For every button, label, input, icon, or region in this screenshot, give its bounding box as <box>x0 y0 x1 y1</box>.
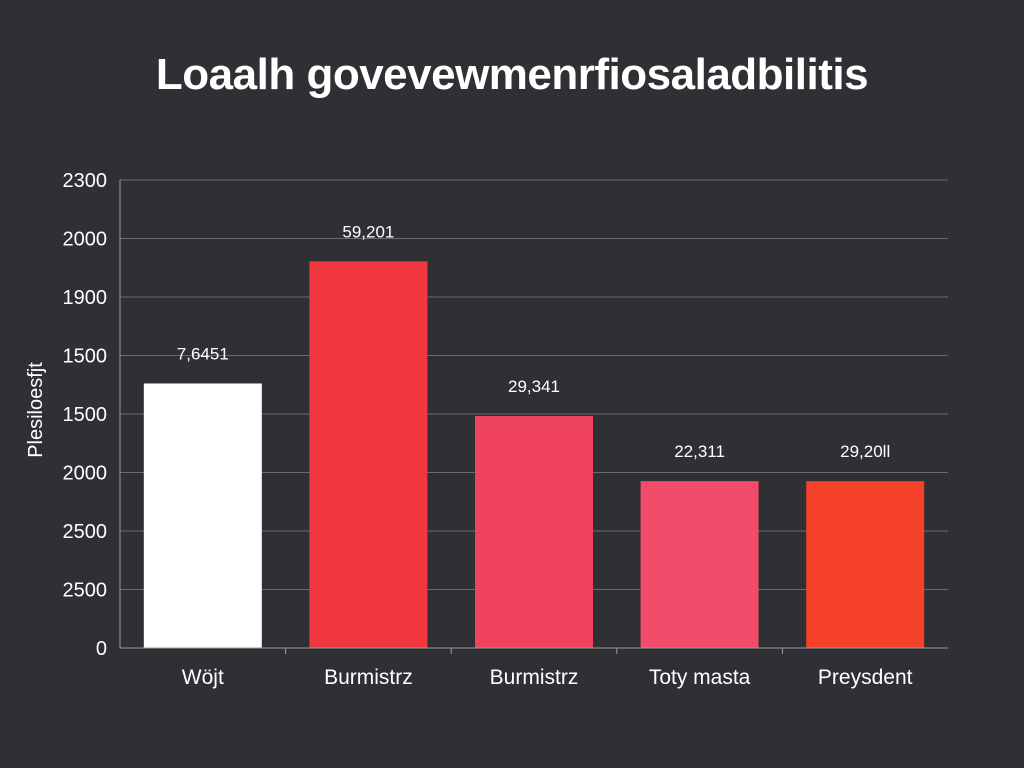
y-tick-label: 1500 <box>63 346 108 368</box>
data-label: 29,341 <box>508 377 560 396</box>
y-tick-label: 2000 <box>63 463 108 485</box>
data-labels: 7,6451 59,201 29,341 22,311 29,20ll <box>177 222 890 461</box>
bar <box>143 383 262 648</box>
x-tick-label: Burmistrz <box>324 666 413 689</box>
y-tick-label: 2500 <box>63 580 108 602</box>
bar <box>640 481 759 648</box>
y-tick-label: 2300 <box>63 170 108 192</box>
y-tick-label: 2500 <box>63 521 108 543</box>
x-tick-labels: Wöjt Burmistrz Burmistrz Toty masta Preysden… <box>182 666 913 689</box>
bars <box>143 261 925 648</box>
bar <box>475 416 593 648</box>
chart-title: Loaalh govevewmenrfiosaladbilitis <box>155 50 869 99</box>
y-tick-label: 2000 <box>63 229 108 251</box>
y-tick-label: 0 <box>96 638 107 660</box>
y-tick-label: 1900 <box>63 287 108 309</box>
axes <box>119 180 948 654</box>
y-tick-labels: 0 2500 2500 2000 1500 1500 1900 2000 2300 <box>63 170 108 660</box>
bar <box>309 261 428 648</box>
data-label: 22,311 <box>674 442 725 461</box>
x-tick-label: Toty masta <box>649 666 751 689</box>
data-label: 29,20ll <box>840 442 890 461</box>
x-tick-label: Preysdent <box>818 666 913 689</box>
x-tick-label: Wöjt <box>182 666 224 689</box>
bar <box>806 481 925 648</box>
x-tick-label: Burmistrz <box>490 666 579 689</box>
data-label: 7,6451 <box>177 344 229 363</box>
data-label: 59,201 <box>342 222 394 241</box>
y-axis-label: Plesiloesfjt <box>25 362 47 458</box>
y-tick-label: 1500 <box>63 404 108 426</box>
